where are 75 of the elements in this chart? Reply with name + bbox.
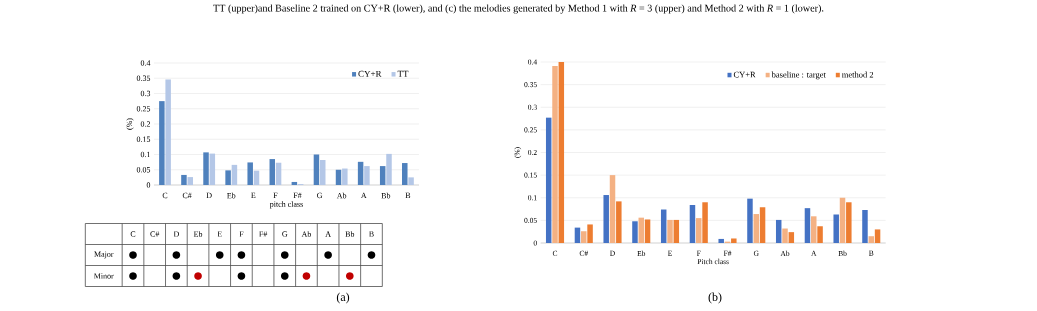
legend-label: TT (397, 70, 409, 77)
bar (181, 174, 187, 185)
bar (379, 166, 386, 185)
bar (660, 209, 667, 243)
bar (689, 204, 696, 243)
bar (874, 229, 881, 243)
bar (203, 152, 209, 185)
bar (408, 177, 414, 185)
bar (747, 198, 753, 243)
bar (632, 221, 638, 243)
legend-label: CY+R (733, 71, 756, 78)
text: ● (367, 251, 376, 259)
bar (696, 218, 702, 243)
bar (209, 153, 216, 185)
bar (165, 79, 171, 185)
bar (804, 208, 811, 243)
bar (667, 219, 673, 243)
bar (638, 217, 645, 243)
text: (a) (336, 292, 350, 304)
bar (603, 195, 609, 243)
bar (357, 161, 364, 185)
bar (581, 231, 587, 243)
bar (545, 117, 552, 243)
bar (788, 232, 795, 243)
bar (718, 238, 724, 243)
bar (731, 238, 737, 243)
bar (609, 175, 616, 243)
bar (817, 226, 823, 243)
text: ● (237, 272, 246, 280)
bar (846, 202, 852, 243)
text: ● (280, 251, 289, 259)
bar (753, 214, 760, 243)
bar (386, 153, 392, 185)
bar (839, 197, 846, 243)
text: ● (172, 251, 181, 259)
bar (231, 164, 238, 185)
bar (673, 219, 680, 243)
bar (862, 209, 868, 243)
bar (247, 162, 253, 185)
text: ● (129, 272, 137, 280)
text: (b) (708, 292, 722, 304)
text: ● (194, 272, 202, 280)
bar (868, 236, 875, 243)
bar (558, 62, 565, 243)
text: ● (280, 272, 289, 280)
bar (644, 219, 651, 243)
bar (319, 159, 326, 185)
text: ● (129, 251, 137, 259)
bar (811, 216, 817, 243)
bar (833, 214, 839, 243)
text: ● (172, 272, 181, 280)
text: ● (215, 251, 224, 259)
bar (759, 207, 766, 243)
legend-label: method 2 (841, 71, 874, 78)
bar (552, 66, 558, 243)
text: ● (302, 272, 311, 280)
bar (587, 224, 593, 243)
bar (187, 177, 193, 185)
bar (342, 168, 348, 185)
text: ● (346, 272, 354, 280)
legend-label: CY+R (358, 70, 382, 77)
bar (402, 163, 408, 185)
text: ● (324, 251, 332, 259)
bar (616, 201, 622, 243)
legend-label: baseline : target (771, 71, 826, 80)
text: ● (237, 251, 246, 259)
bar (269, 159, 276, 185)
bar (225, 170, 231, 185)
text: TT (upper)and Baseline 2 trained on CY+R (lower), and (c) the melodies generated by Method 1 with R = 3 (upper) and Method 2 with R = 1 (lower). (213, 4, 824, 14)
bar (702, 202, 708, 243)
bar (782, 228, 788, 243)
bar (364, 166, 370, 185)
bar (775, 219, 782, 243)
bar (275, 162, 282, 185)
bar (159, 101, 165, 185)
